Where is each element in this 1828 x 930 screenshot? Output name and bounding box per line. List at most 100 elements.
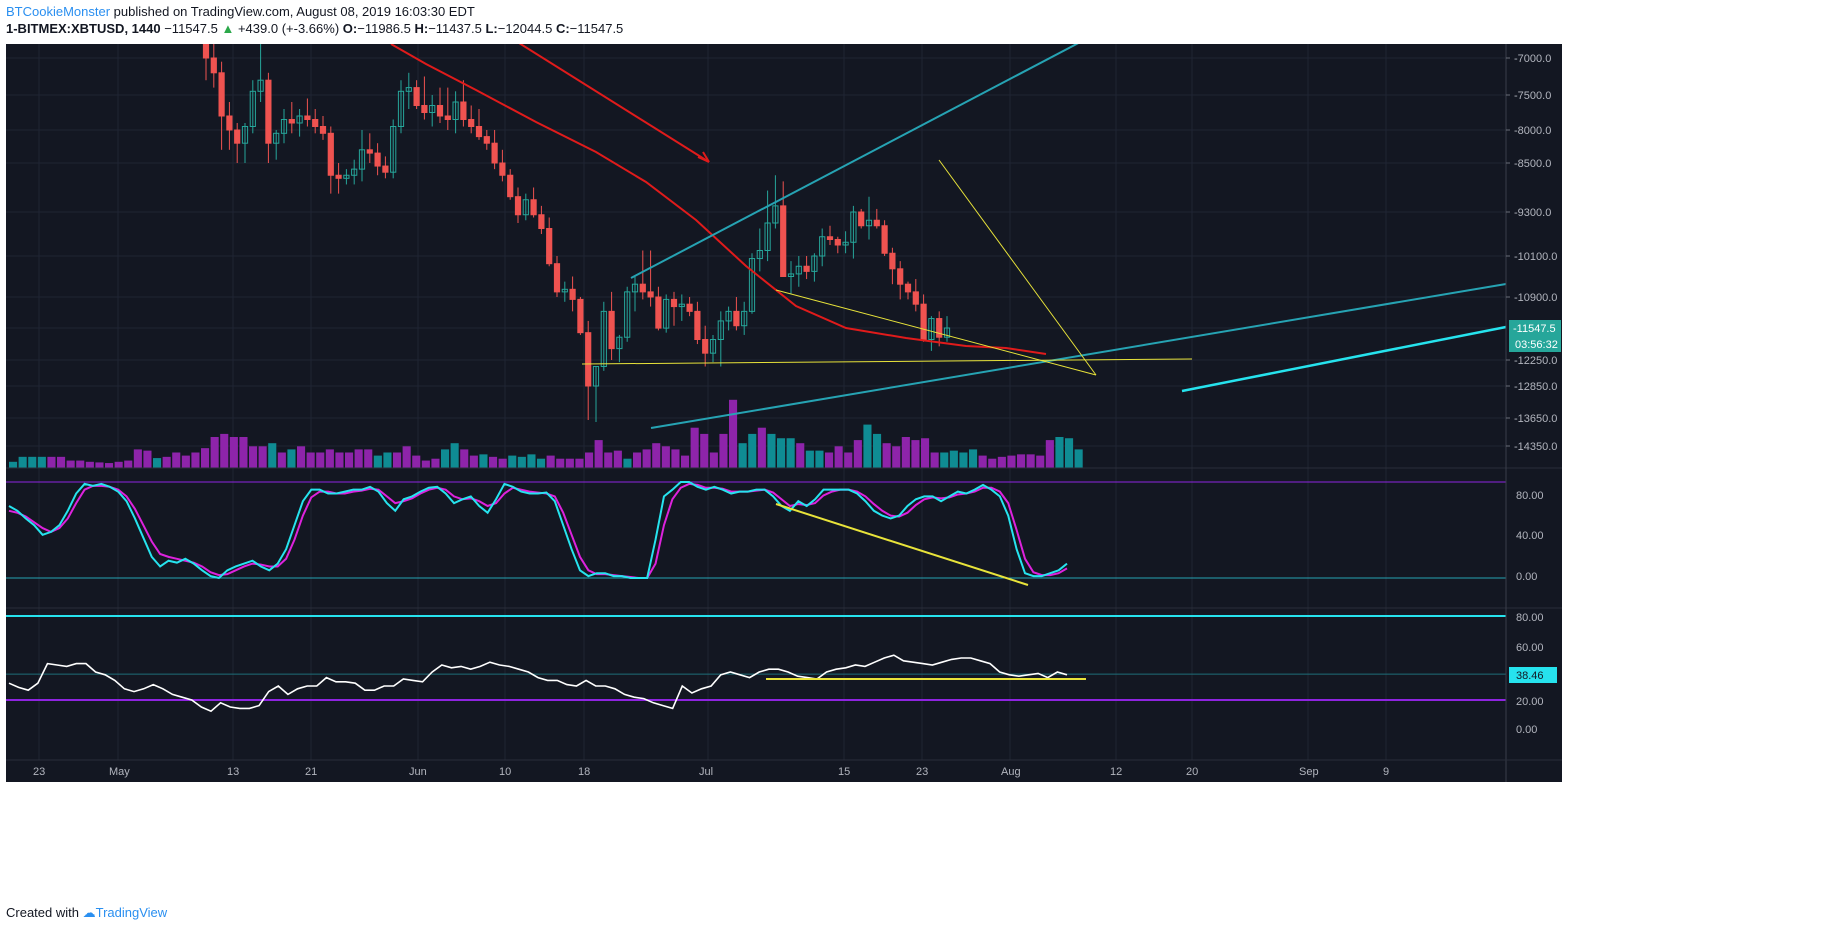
- candle-body: [577, 298, 584, 334]
- volume-bar: [1026, 454, 1035, 468]
- volume-bar: [853, 440, 862, 468]
- chart-background: [6, 44, 1562, 782]
- volume-bar: [1065, 438, 1074, 468]
- chart-canvas[interactable]: -7000.0 -7500.0 -8000.0 -8500.0 -9300.0 -1010…: [6, 44, 1562, 897]
- teal-channel-lower: [650, 283, 1507, 429]
- volume-bar: [978, 455, 987, 468]
- candle-body: [514, 196, 522, 216]
- candle-body: [507, 174, 514, 198]
- candle-body: [834, 239, 841, 246]
- candle-body: [725, 310, 732, 322]
- volume-bar: [479, 454, 488, 468]
- volume-bar: [969, 449, 978, 468]
- candle-body: [538, 214, 545, 229]
- time-tick-label: 23: [916, 766, 928, 778]
- volume-bar: [921, 438, 930, 468]
- candle-body: [226, 115, 233, 131]
- volume-bar: [460, 449, 469, 468]
- volume-bar: [738, 443, 747, 468]
- candle-body: [499, 162, 506, 176]
- rsi-tick-label: 0.00: [1516, 724, 1537, 736]
- volume-bar: [508, 455, 517, 468]
- time-tick-label: Jul: [699, 766, 713, 778]
- volume-bar: [441, 449, 450, 468]
- volume-bar: [229, 437, 238, 468]
- volume-bar: [498, 458, 507, 468]
- yellow-wedge-lower: [775, 289, 1097, 376]
- candle-body: [553, 263, 561, 293]
- candle-body: [288, 119, 295, 124]
- candle-body: [280, 119, 288, 134]
- candle-body: [819, 236, 826, 257]
- volume-bar: [421, 460, 430, 468]
- volume-bar: [9, 461, 18, 468]
- candle-body: [319, 126, 327, 134]
- time-tick-label: 10: [499, 766, 511, 778]
- rsi-tick-label: 80.00: [1516, 612, 1544, 624]
- volume-bar: [277, 452, 286, 468]
- published-text: published on TradingView.com, August 08,…: [113, 4, 475, 19]
- price-tick-label: -12850.0: [1514, 381, 1557, 393]
- candle-body: [491, 142, 498, 164]
- close-value: −11547.5: [569, 21, 624, 36]
- volume-bar: [681, 455, 690, 468]
- candle-body: [733, 310, 740, 327]
- volume-bar: [767, 433, 776, 468]
- volume-bar: [57, 456, 66, 468]
- volume-bar: [997, 456, 1006, 468]
- volume-bar: [949, 450, 958, 468]
- volume-bar: [66, 460, 75, 468]
- volume-bar: [287, 449, 296, 468]
- author-link[interactable]: BTCookieMonster: [6, 4, 111, 19]
- time-tick-label: 20: [1186, 766, 1198, 778]
- candle-body: [787, 273, 795, 277]
- candle-body: [639, 283, 646, 293]
- candle-body: [764, 222, 771, 251]
- stoch-k-line: [8, 481, 1068, 580]
- volume-bar: [76, 460, 85, 468]
- candle-body: [304, 115, 311, 120]
- tradingview-brand[interactable]: TradingView: [95, 905, 168, 920]
- candle-body: [616, 336, 623, 350]
- volume-bar: [777, 438, 786, 468]
- candle-body: [920, 303, 927, 341]
- volume-bar: [325, 449, 334, 468]
- candle-body: [312, 119, 319, 127]
- volume-bar: [959, 452, 968, 468]
- candle-body: [655, 296, 662, 329]
- volume-bar: [719, 433, 728, 468]
- tradingview-logo-icon[interactable]: ☁: [82, 905, 96, 920]
- candle-body: [670, 298, 678, 308]
- candle-body: [421, 105, 428, 113]
- countdown-box: [1509, 336, 1561, 352]
- volume-bar: [153, 458, 162, 468]
- volume-bar: [911, 440, 920, 468]
- volume-bar: [565, 458, 574, 468]
- candle-body: [296, 115, 303, 124]
- footer: Created with ☁TradingView: [6, 905, 167, 921]
- candle-body: [374, 152, 381, 167]
- candle-body: [741, 310, 748, 327]
- close-label: C:: [555, 21, 570, 36]
- yellow-wedge-upper: [938, 159, 1097, 376]
- candle-body: [717, 320, 724, 341]
- yellow-support-line: [581, 358, 1193, 365]
- teal-channel-upper: [630, 44, 1079, 279]
- volume-bar: [661, 446, 670, 468]
- stoch-divergence-line: [775, 503, 1029, 586]
- rsi-value-box: [1509, 667, 1557, 683]
- volume-bar: [364, 449, 373, 468]
- candle-body: [624, 291, 631, 338]
- candle-body: [858, 211, 865, 227]
- volume-bar: [594, 440, 603, 468]
- volume-bar: [1055, 437, 1064, 468]
- open-value: −11986.5: [357, 21, 411, 36]
- volume-bar: [556, 458, 565, 468]
- symbol-label[interactable]: 1-BITMEX:XBTUSD, 1440: [6, 21, 161, 36]
- candle-body: [709, 339, 717, 354]
- candle-body: [600, 310, 607, 368]
- candle-body: [382, 165, 389, 173]
- volume-bar: [1045, 440, 1054, 468]
- volume-bar: [901, 437, 910, 468]
- candle-body: [826, 236, 834, 240]
